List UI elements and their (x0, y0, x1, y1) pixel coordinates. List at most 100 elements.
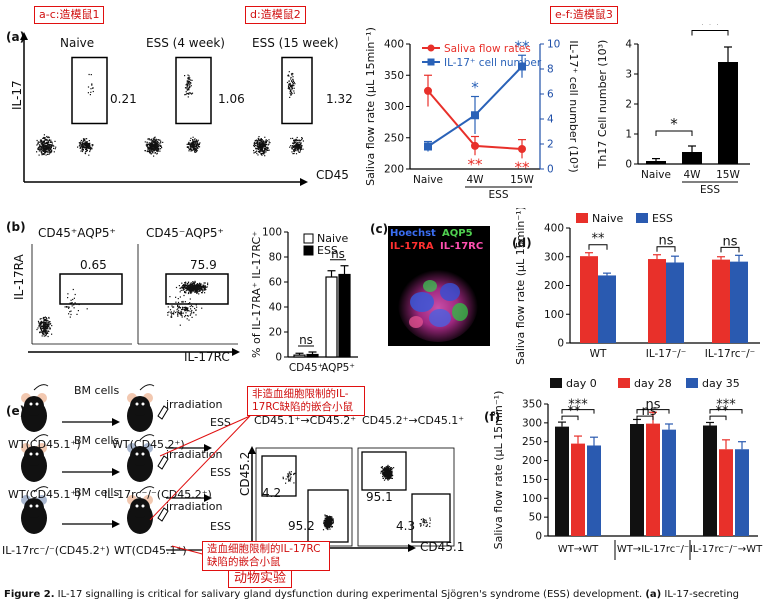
panel-e-bm-cells-2: BM cells (74, 434, 120, 447)
chart-d-saliva-ylabel: Saliva flow rate (μL 15min⁻¹) (514, 208, 527, 365)
chart-f-saliva-annotation: *** (716, 398, 736, 413)
chart-b-percent-annotation: ns (299, 333, 313, 347)
chart-f-saliva-bar-day-35 (735, 449, 749, 536)
chart-a-th17-ytick-label: 4 (625, 39, 632, 51)
chart-a-saliva-y2tick-label: 2 (547, 139, 554, 151)
panel-a-xaxis-label: CD45 (316, 168, 349, 182)
panel-e-arrowhead-bm-3 (112, 520, 120, 528)
panel-e-donor-2: WT(CD45.1⁺) (8, 488, 81, 501)
panel-e-value-1a: 4.2 (262, 486, 282, 500)
chart-f-saliva-annotation: ** (716, 404, 730, 419)
panel-b-xaxis-arrowhead (232, 348, 240, 356)
annotation-animal: 动物实验 (228, 570, 293, 588)
caption-figure: Figure 2. (4, 589, 55, 600)
chart-f-saliva-bar-day-35 (587, 445, 601, 536)
chart-a-saliva-star-red: ** (515, 158, 531, 176)
chart-a-th17-bracket (655, 130, 693, 136)
panel-b-flow-2-dots (167, 280, 209, 326)
chart-a-th17-bar (646, 161, 666, 164)
panel-e-syringe-2 (157, 455, 169, 470)
chart-f-saliva-ytick-label: 150 (522, 474, 542, 486)
panel-e-ess-1: ESS (210, 416, 231, 429)
panel-e-bm-cells-3: BM cells (74, 486, 120, 499)
chart-d-saliva-legend-swatch (636, 213, 648, 223)
chart-f-saliva-legend-swatch (550, 378, 562, 388)
panel-e-donor-mouse-1 (21, 384, 49, 432)
chart-f-saliva-ylabel: Saliva flow rate (μL 15min⁻¹) (492, 391, 505, 550)
panel-e-ess-2: ESS (210, 466, 231, 479)
chart-f-saliva-ytick-label: 100 (522, 493, 542, 505)
chart-d-saliva-bracket (720, 246, 740, 253)
chart-f-saliva-bar-day-0 (630, 423, 644, 536)
chart-a-saliva-point-il17 (518, 62, 526, 71)
panel-e-arrowhead-bm-1 (112, 418, 120, 426)
chart-f-saliva-bracket (561, 409, 595, 414)
chart-b-percent-ytick-label: 20 (269, 327, 282, 339)
chart-d-saliva-bar-ess (730, 261, 748, 343)
chart-a-th17-ylabel: Th17 Cell number (10³) (596, 40, 609, 170)
panel-e-recipient-3: WT(CD45.1⁺) (114, 544, 187, 557)
panel-a-yaxis-arrowhead (20, 32, 28, 40)
panel-a-value-ess15: 1.32 (326, 92, 353, 106)
panel-e-value-1b: 95.2 (288, 519, 315, 533)
caption-text: IL-17 signalling is critical for salivar… (54, 589, 646, 600)
chart-d-saliva-ytick-label: 0 (557, 338, 564, 350)
panel-a-title-ess4: ESS (4 week) (146, 36, 225, 50)
chart-a-saliva-point-saliva (424, 86, 432, 95)
chart-a-saliva-legend-marker-saliva (427, 44, 435, 52)
chart-f-saliva-annotation: ns (641, 404, 656, 419)
panel-c-stain-aqp5: AQP5 (442, 228, 473, 239)
panel-a-label: (a) (6, 30, 26, 44)
panel-e-donor-1: WT(CD45.1⁺) (8, 438, 81, 451)
panel-a-flow-ess4-gate (175, 56, 212, 125)
panel-a-flow-naive-dots (36, 73, 94, 156)
chart-b-percent-annotation: ns (331, 247, 345, 261)
chart-d-saliva-ytick-label: 400 (544, 223, 564, 235)
chart-a-saliva-point-saliva (518, 145, 526, 153)
chart-a-saliva-ytick-label: 200 (384, 164, 404, 176)
panel-e-arrowhead-ess-1 (204, 444, 212, 452)
chart-a-saliva-y2tick-label: 6 (547, 89, 554, 101)
panel-e-flow-1-dots (282, 471, 334, 531)
chart-b-percent-ytick-label: 80 (269, 252, 282, 264)
chart-a-th17-ytick-label: 0 (625, 159, 632, 171)
chart-a-saliva-ytick-label: 350 (384, 70, 404, 82)
chart-d-saliva-annotation: ns (658, 234, 673, 249)
chart-a-saliva-ytick-label: 400 (384, 39, 404, 51)
panel-e-flow2-gate-b (411, 493, 451, 543)
chart-a-saliva-point-il17 (424, 142, 432, 151)
panel-a-title-ess15: ESS (15 week) (252, 36, 339, 50)
chart-d-saliva-legend-label: ESS (652, 212, 673, 225)
panel-a-flow-naive-gate (71, 56, 108, 125)
panel-c-image (388, 226, 490, 346)
panel-a-flow-plots (20, 32, 313, 186)
panel-e-flow-2-dots (380, 464, 431, 528)
panel-e-value-2a: 95.1 (366, 490, 393, 504)
chart-b-percent: 0 20 40 60 80 100% of IL-17RA⁺ IL-17RC⁺ CD45⁺ n… (250, 227, 358, 374)
panel-e-xaxis-label: CD45.1 (420, 540, 465, 554)
chart-f-saliva-legend-swatch (686, 378, 698, 388)
chart-b-percent-ytick-label: 60 (269, 277, 282, 289)
chart-f-saliva-bar-day-0 (703, 425, 717, 536)
chart-a-th17-xtick-label: Naive (641, 169, 671, 181)
chart-f-saliva-legend-label: day 28 (634, 377, 672, 390)
chart-a-saliva-ytick-label: 250 (384, 132, 404, 144)
panel-e-yaxis-arrowhead (248, 446, 256, 454)
chart-d-saliva-bar-ess (598, 275, 616, 343)
annotation-non-hematopoietic: 非造血细胞限制的IL-17RC缺陷的嵌合小鼠 (247, 386, 365, 416)
chart-a-saliva-y2label: IL-17⁺ cell number (10³) (567, 40, 580, 172)
chart-d-saliva-bar-ess (666, 262, 684, 343)
panel-b-flow-1-gate (59, 273, 123, 305)
panel-e-syringe-1 (157, 405, 169, 420)
chart-d-saliva: 0 100 200 300 400 Saliva flow rate (μL 15min⁻… (514, 208, 760, 365)
chart-f-saliva-annotation: ns (645, 398, 660, 413)
chart-a-saliva-xtick-label: 15W (510, 174, 534, 186)
chart-b-percent-legend-swatch (303, 245, 314, 256)
panel-e-donor-mouse-3 (21, 486, 49, 534)
panel-b-label: (b) (6, 220, 26, 234)
chart-d-saliva-ytick-label: 300 (544, 251, 564, 263)
chart-a-saliva-point-saliva (471, 141, 479, 150)
chart-d-saliva-ytick-label: 200 (544, 280, 564, 292)
chart-f-saliva: 0 50 100 150 200 250 300 350 Saliva flow rate (μ… (492, 377, 763, 560)
chart-f-saliva-bracket (709, 409, 743, 414)
